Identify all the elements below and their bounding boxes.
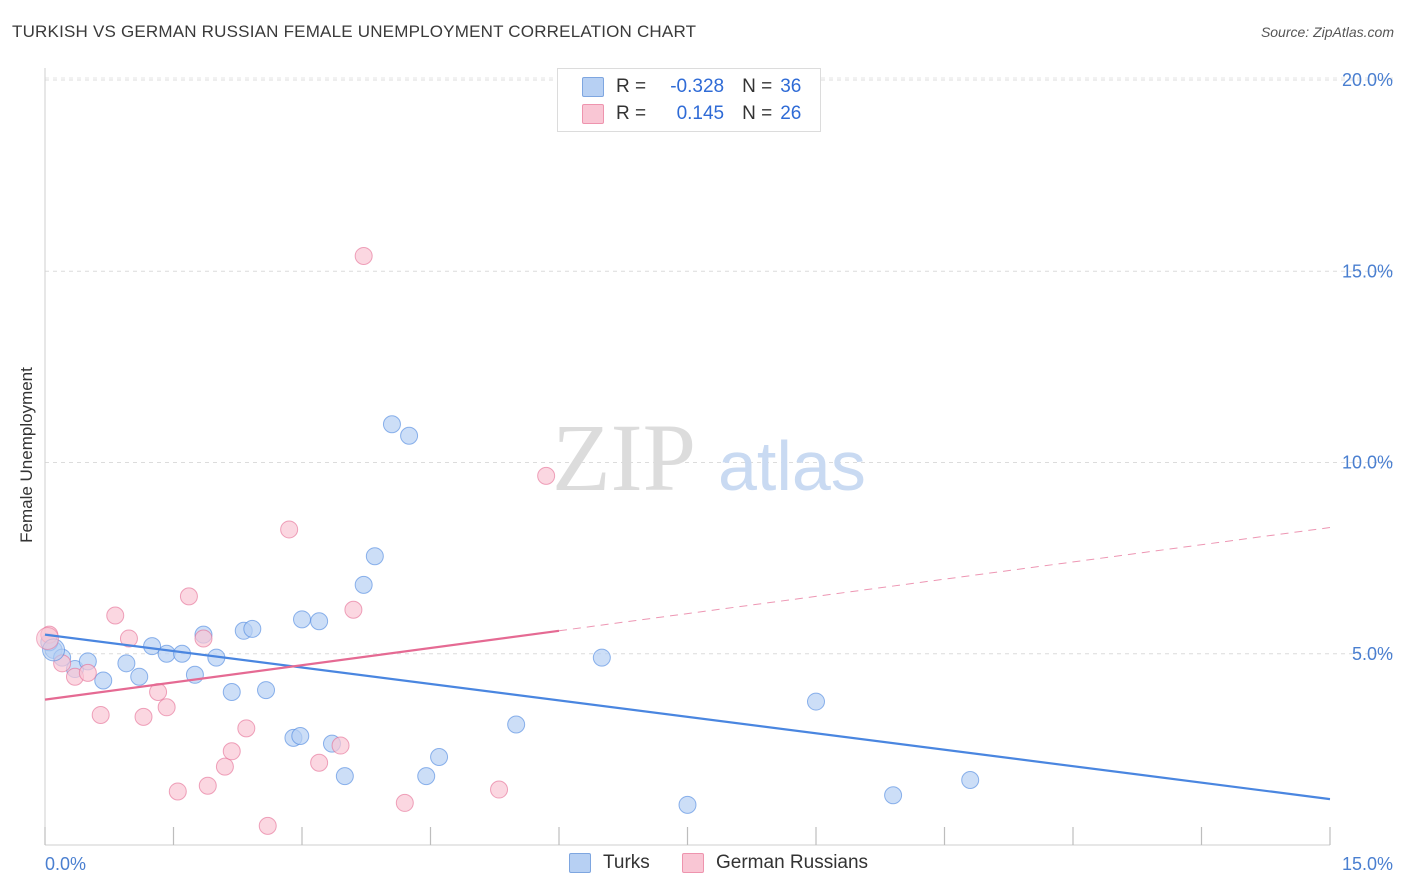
- turks-point: [807, 692, 825, 711]
- turks-point: [130, 667, 149, 686]
- legend-row-turks: R = -0.328 N = 36: [582, 74, 801, 100]
- r-label: R =: [616, 76, 647, 97]
- n-value-german-russians: 26: [780, 103, 802, 124]
- german-russians-point: [237, 719, 256, 738]
- german-russians-point: [395, 793, 414, 812]
- turks-point: [961, 770, 980, 789]
- r-label: R =: [616, 103, 647, 124]
- german-russians-point: [36, 626, 60, 650]
- turks-point: [430, 748, 449, 767]
- turks-point: [94, 671, 113, 690]
- german-russians-point: [537, 466, 556, 485]
- data-points: [36, 246, 980, 835]
- turks-point: [335, 767, 354, 786]
- turks-point: [293, 610, 311, 629]
- turks-point: [157, 644, 176, 663]
- turks-trend-line: [44, 633, 1331, 801]
- turks-point: [884, 786, 903, 805]
- german-russians-point: [119, 629, 138, 648]
- turks-point: [291, 726, 310, 745]
- correlation-legend: R = -0.328 N = 36 R = 0.145 N = 26: [557, 68, 821, 132]
- r-value-german-russians: 0.145: [676, 103, 725, 124]
- n-value-turks: 36: [780, 76, 802, 97]
- turks-point: [382, 415, 401, 434]
- legend-label-turks: Turks: [603, 852, 650, 873]
- german-russians-point: [198, 776, 217, 795]
- y-tick-label: 15.0%: [1342, 261, 1393, 281]
- gridlines: [45, 77, 1393, 655]
- german-russians-point: [310, 753, 329, 772]
- r-value-turks: -0.328: [670, 76, 725, 97]
- legend-swatch-turks: [569, 853, 591, 873]
- legend-swatch-german-russians: [582, 104, 604, 124]
- legend-row-german-russians: R = 0.145 N = 26: [582, 101, 801, 127]
- german-russians-point: [134, 707, 153, 726]
- german-russians-point: [280, 520, 299, 539]
- n-label: N =: [742, 103, 773, 124]
- series-legend: Turks German Russians: [0, 852, 1406, 878]
- legend-label-german-russians: German Russians: [716, 852, 869, 873]
- turks-point: [257, 681, 276, 700]
- source-credit: Source: ZipAtlas.com: [1260, 24, 1394, 40]
- german-russians-point: [344, 600, 363, 619]
- trend-lines: [44, 527, 1331, 801]
- turks-point: [507, 715, 526, 734]
- y-tick-label: 5.0%: [1352, 644, 1393, 664]
- turks-point: [117, 654, 136, 673]
- watermark: ZIP atlas: [552, 404, 866, 511]
- german-russians-point: [331, 736, 350, 755]
- turks-point: [592, 648, 611, 667]
- german-russians-point: [91, 705, 110, 724]
- turks-point: [222, 683, 241, 701]
- legend-swatch-german-russians: [682, 853, 704, 873]
- turks-point: [143, 637, 162, 656]
- y-tick-label: 10.0%: [1342, 453, 1393, 473]
- german-russians-point: [490, 780, 509, 799]
- x-tick-label: 0.0%: [45, 854, 86, 874]
- turks-point: [354, 575, 373, 594]
- german-russians-point: [168, 782, 187, 801]
- tick-labels: 5.0% 10.0% 15.0% 20.0% 0.0% 15.0%: [45, 70, 1393, 874]
- german-russians-point: [194, 629, 213, 648]
- german-russians-point: [354, 246, 373, 265]
- german-russians-trend-line: [44, 629, 560, 701]
- watermark-atlas: atlas: [718, 427, 866, 505]
- axes: [44, 68, 1331, 846]
- german-russians-point: [157, 698, 176, 717]
- turks-point: [417, 767, 436, 786]
- german-russians-point: [258, 816, 277, 835]
- legend-item-german-russians[interactable]: German Russians: [682, 852, 868, 874]
- y-tick-label: 20.0%: [1342, 70, 1393, 90]
- german-russians-point: [215, 757, 234, 776]
- watermark-zip: ZIP: [552, 404, 696, 511]
- german-russians-trend-extension: [558, 527, 1331, 632]
- turks-point: [678, 795, 697, 814]
- german-russians-point: [222, 742, 241, 761]
- chart-title: TURKISH VS GERMAN RUSSIAN FEMALE UNEMPLO…: [12, 22, 697, 41]
- n-label: N =: [742, 76, 773, 97]
- german-russians-point: [106, 606, 125, 625]
- turks-point: [365, 547, 384, 566]
- turks-point: [310, 612, 329, 631]
- turks-point: [400, 426, 419, 445]
- legend-item-turks[interactable]: Turks: [569, 852, 650, 874]
- x-tick-label: 15.0%: [1342, 854, 1393, 874]
- turks-point: [243, 619, 262, 638]
- german-russians-point: [179, 587, 198, 606]
- legend-swatch-turks: [582, 77, 604, 97]
- german-russians-point: [78, 663, 97, 682]
